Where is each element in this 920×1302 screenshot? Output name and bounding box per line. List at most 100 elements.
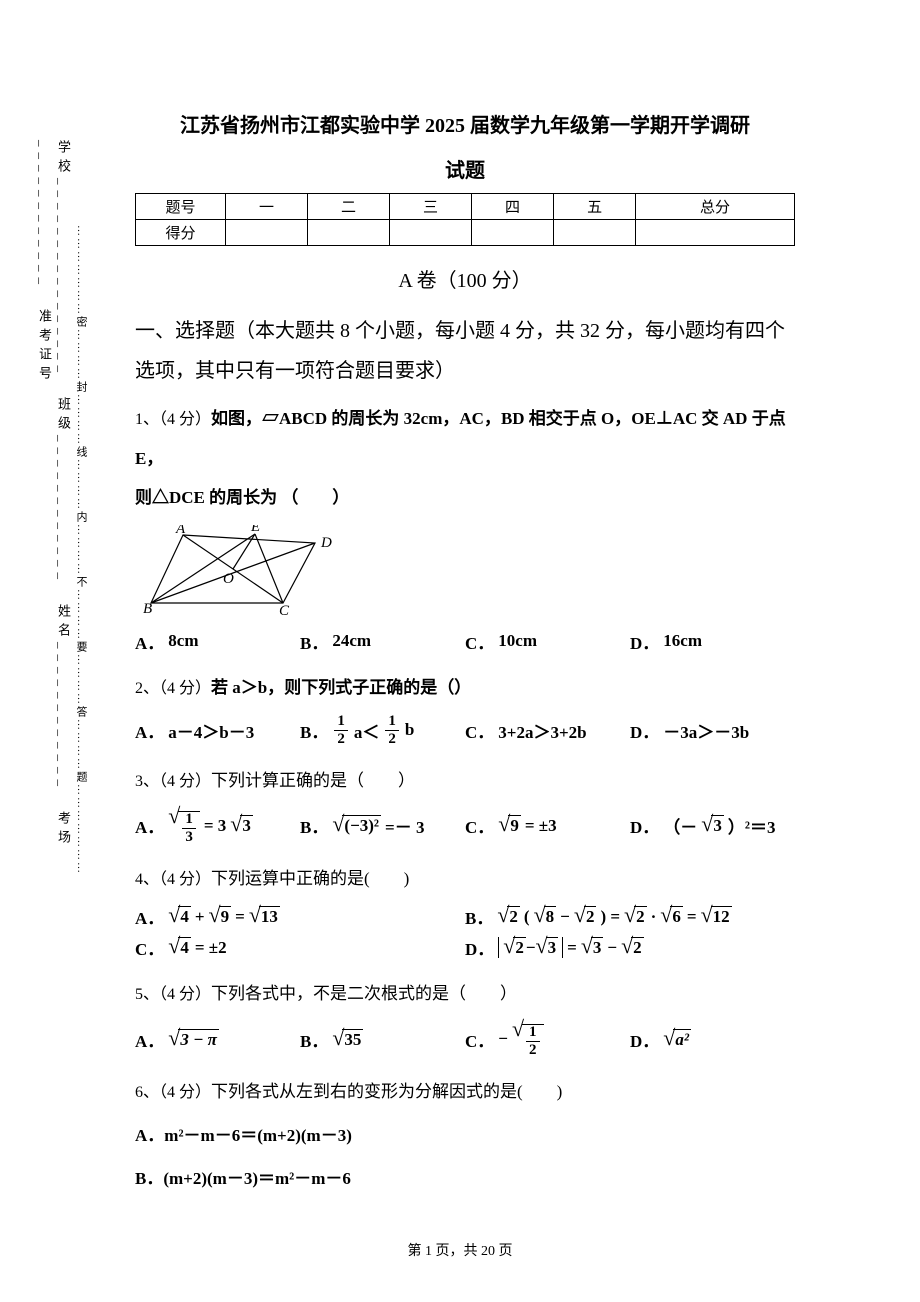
- q2-A: a－4＞b－3: [168, 718, 254, 743]
- opt-label: B．: [300, 718, 328, 743]
- frac-half: 12: [385, 714, 399, 747]
- q4-prefix: 4、（4 分）: [135, 871, 211, 888]
- sqrt-expr: √3: [701, 815, 724, 836]
- q3-prefix: 3、（4 分）: [135, 773, 211, 790]
- q1-text-b: 则△DCE 的周长为 （ ）: [135, 488, 349, 507]
- q2-D: －3a＞－3b: [663, 718, 749, 743]
- doc-title: 江苏省扬州市江都实验中学 2025 届数学九年级第一学期开学调研: [135, 110, 795, 142]
- score-table: 题号 一 二 三 四 五 总分 得分: [135, 193, 795, 246]
- q4-text: 下列运算中正确的是( ): [211, 869, 409, 888]
- td: [226, 220, 308, 246]
- q1-figure: A B C D E O: [143, 525, 343, 617]
- q2-prefix: 2、（4 分）: [135, 680, 211, 697]
- eq: =－ 3: [385, 813, 424, 838]
- opt-label: C．: [465, 1027, 494, 1052]
- opt-label: D．: [630, 1027, 659, 1052]
- sqrt-expr: √13: [168, 807, 200, 845]
- question-5: 5、（4 分）下列各式中，不是二次根式的是（ ）: [135, 974, 795, 1014]
- q4-options-row2: C． √4 = ±2 D． √2 − √3 = √3 − √2: [135, 935, 795, 960]
- opt-label: A．: [135, 904, 164, 929]
- eq: = 3: [204, 816, 226, 836]
- question-2: 2、（4 分）若 a＞b，则下列式子正确的是（）: [135, 668, 795, 708]
- opt-label: D．: [465, 935, 494, 960]
- label-E: E: [250, 525, 260, 535]
- opt-label: C．: [465, 718, 494, 743]
- q5-prefix: 5、（4 分）: [135, 986, 211, 1003]
- q1-A: 8cm: [168, 631, 198, 651]
- label-B: B: [143, 601, 152, 617]
- sqrt-expr: √3: [230, 815, 253, 836]
- page-footer: 第 1 页，共 20 页: [0, 1240, 920, 1260]
- opt-label: B．: [465, 904, 493, 929]
- q3-options: A． √13 = 3 √3 B． √(−3)² =－ 3 C． √9 = ±3 …: [135, 807, 795, 845]
- th: 题号: [136, 194, 226, 220]
- q6-prefix: 6、（4 分）: [135, 1084, 211, 1101]
- td: [308, 220, 390, 246]
- opt-label: A．: [135, 813, 164, 838]
- q1-text-a: 如图，▱ABCD 的周长为 32cm，AC，BD 相交于点 O，OE⊥AC 交 …: [135, 409, 786, 468]
- opt-label: B．: [300, 629, 328, 654]
- main-content: 江苏省扬州市江都实验中学 2025 届数学九年级第一学期开学调研 试题 题号 一…: [135, 110, 795, 1202]
- th: 总分: [636, 194, 795, 220]
- th: 四: [472, 194, 554, 220]
- opt-label: A．: [135, 1126, 164, 1145]
- td: 得分: [136, 220, 226, 246]
- question-3: 3、（4 分）下列计算正确的是（ ）: [135, 761, 795, 801]
- td: [390, 220, 472, 246]
- opt-label: C．: [465, 629, 494, 654]
- opt-label: B．: [135, 1169, 163, 1188]
- frac-half: 12: [334, 714, 348, 747]
- q1-prefix: 1、（4 分）: [135, 411, 211, 428]
- paper-label: A 卷（100 分）: [135, 264, 795, 293]
- table-row: 得分: [136, 220, 795, 246]
- question-1: 1、（4 分）如图，▱ABCD 的周长为 32cm，AC，BD 相交于点 O，O…: [135, 399, 795, 517]
- label-C: C: [279, 603, 290, 617]
- q5-options: A． √3 − π B． √35 C． − √12 D． √a²: [135, 1020, 795, 1058]
- section-heading: 一、选择题（本大题共 8 个小题，每小题 4 分，共 32 分，每小题均有四个选…: [135, 311, 795, 391]
- opt-label: B．: [300, 1027, 328, 1052]
- label-O: O: [223, 571, 234, 587]
- binding-sidebar: 学校________________ 班级____________ 姓名____…: [35, 140, 95, 960]
- doc-subtitle: 试题: [135, 154, 795, 183]
- td: [554, 220, 636, 246]
- q3-D-pre: （－: [663, 813, 697, 838]
- abs-expr: √2 − √3: [498, 937, 563, 958]
- td: [472, 220, 554, 246]
- opt-label: D．: [630, 718, 659, 743]
- opt-label: D．: [630, 629, 659, 654]
- opt-label: D．: [630, 813, 659, 838]
- opt-label: A．: [135, 629, 164, 654]
- label-D: D: [320, 535, 332, 551]
- td: [636, 220, 795, 246]
- q1-D: 16cm: [663, 631, 702, 651]
- q6-B: B．(m+2)(m－3)＝m²－m－6: [135, 1159, 795, 1198]
- q3-text: 下列计算正确的是（ ）: [211, 771, 415, 790]
- opt-label: C．: [135, 935, 164, 960]
- question-6: 6、（4 分）下列各式从左到右的变形为分解因式的是( ): [135, 1072, 795, 1112]
- q2-text: 若 a＞b，则下列式子正确的是（）: [211, 678, 471, 697]
- sqrt-expr: √(−3)²: [332, 815, 381, 836]
- table-row: 题号 一 二 三 四 五 总分: [136, 194, 795, 220]
- q2-options: A．a－4＞b－3 B． 12 a＜ 12 b C．3+2a＞3+2b D．－3…: [135, 714, 795, 747]
- q6-text: 下列各式从左到右的变形为分解因式的是( ): [211, 1082, 562, 1101]
- q1-C: 10cm: [498, 631, 537, 651]
- opt-label: B．: [300, 813, 328, 838]
- sqrt-expr: √9: [498, 815, 521, 836]
- opt-label: A．: [135, 1027, 164, 1052]
- q1-options: A．8cm B．24cm C．10cm D．16cm: [135, 629, 795, 654]
- sidebar-seal-line: …………………密…………封…………线…………内…………不…………要…………答………: [73, 140, 89, 960]
- th: 一: [226, 194, 308, 220]
- eq: = ±3: [525, 816, 557, 836]
- th: 三: [390, 194, 472, 220]
- opt-label: A．: [135, 718, 164, 743]
- q2-C: 3+2a＞3+2b: [498, 718, 586, 743]
- q2-B-mid: a＜: [354, 718, 380, 743]
- q3-D-post: ）²＝3: [728, 813, 776, 838]
- th: 五: [554, 194, 636, 220]
- opt-label: C．: [465, 813, 494, 838]
- q1-B: 24cm: [332, 631, 371, 651]
- q6-A: A．m²－m－6＝(m+2)(m－3): [135, 1116, 795, 1155]
- q4-options-row1: A． √4 + √9 = √13 B． √2 ( √8 − √2 ) = √2 …: [135, 904, 795, 929]
- q2-B-end: b: [405, 720, 414, 740]
- q5-text: 下列各式中，不是二次根式的是（ ）: [211, 984, 517, 1003]
